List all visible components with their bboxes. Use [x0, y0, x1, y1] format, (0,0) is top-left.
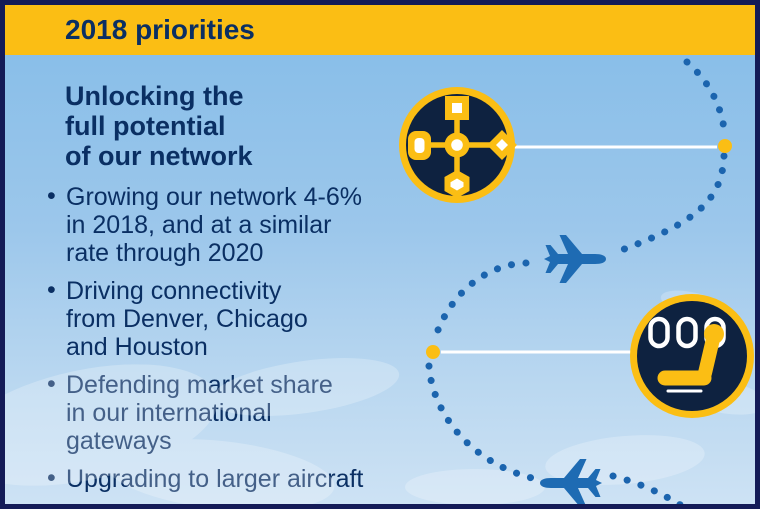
waypoint-dot — [426, 345, 440, 359]
list-item: • Driving connectivity from Denver, Chic… — [45, 276, 435, 361]
route-illustration — [5, 58, 755, 504]
bullet-marker: • — [47, 276, 56, 304]
aircraft-seat-icon — [630, 294, 754, 418]
list-item: • Defending market share in our internat… — [45, 370, 435, 455]
bullet-marker: • — [47, 182, 56, 210]
title-banner: 2018 priorities — [5, 5, 755, 55]
waypoint-dot — [718, 139, 732, 153]
bullet-text: Driving connectivity from Denver, Chicag… — [66, 277, 308, 361]
list-item: • Growing our network 4-6% in 2018, and … — [45, 182, 435, 267]
bullet-marker: • — [47, 370, 56, 398]
list-item: • Upgrading to larger aircraft — [45, 464, 435, 493]
airplane-icon — [544, 235, 606, 283]
flight-path-dots — [425, 58, 729, 504]
priority-list: • Growing our network 4-6% in 2018, and … — [45, 182, 435, 503]
bullet-text: Defending market share in our internatio… — [66, 371, 333, 455]
section-heading: Unlocking the full potential of our netw… — [65, 81, 253, 171]
bullet-text: Upgrading to larger aircraft — [66, 465, 363, 493]
hub-network-icon — [399, 87, 517, 203]
world-map-background — [5, 290, 755, 504]
bullet-text: Growing our network 4-6% in 2018, and at… — [66, 183, 362, 267]
slide-title: 2018 priorities — [65, 14, 255, 45]
bullet-marker: • — [47, 464, 56, 492]
